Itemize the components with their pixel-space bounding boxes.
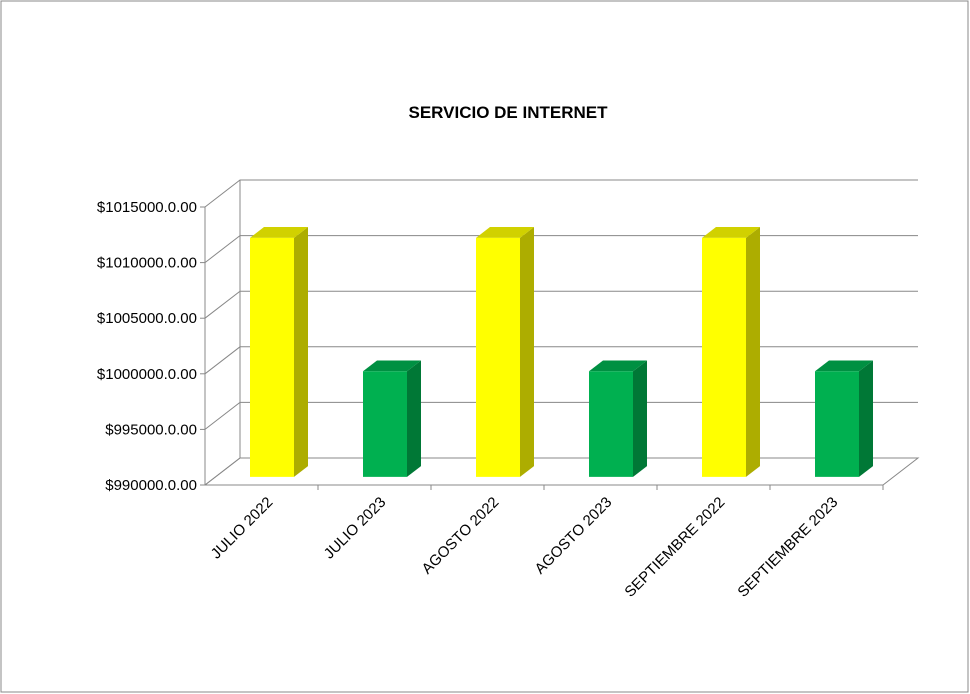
bar-side: [633, 360, 647, 477]
chart-title: SERVICIO DE INTERNET: [409, 103, 609, 122]
bar-top: [363, 360, 421, 372]
bar-front: [589, 371, 633, 477]
y-tick-label: $1005000.0.00: [97, 310, 197, 327]
bar: [589, 360, 647, 477]
bar-front: [250, 237, 294, 477]
y-tick-label: $995000.0.00: [105, 421, 197, 438]
bar: [476, 227, 534, 477]
grid-line: [204, 346, 918, 375]
grid-line: [204, 235, 918, 263]
y-tick-label: $990000.0.00: [105, 477, 197, 494]
y-tick-label: $1015000.0.00: [97, 199, 197, 216]
bar-side: [520, 227, 534, 477]
bar-front: [815, 371, 859, 477]
bar-side: [859, 360, 873, 477]
bar-side: [407, 360, 421, 477]
bar: [702, 227, 760, 477]
bar-side: [746, 227, 760, 477]
bar-top: [589, 360, 647, 372]
bar: [363, 360, 421, 477]
bar-top: [702, 227, 760, 238]
bar-front: [363, 371, 407, 477]
bar-top: [476, 227, 534, 238]
bar-front: [476, 237, 520, 477]
bar-top: [250, 227, 308, 238]
grid-line: [204, 290, 918, 319]
bar-side: [294, 227, 308, 477]
bar-top: [815, 360, 873, 372]
grid-line: [204, 401, 918, 430]
bar-front: [702, 237, 746, 477]
grid-line: [204, 457, 918, 486]
y-tick-label: $1010000.0.00: [97, 255, 197, 272]
bar: [815, 360, 873, 477]
grid-line: [204, 179, 918, 208]
y-tick-label: $1000000.0.00: [97, 366, 197, 383]
bar: [250, 227, 308, 477]
